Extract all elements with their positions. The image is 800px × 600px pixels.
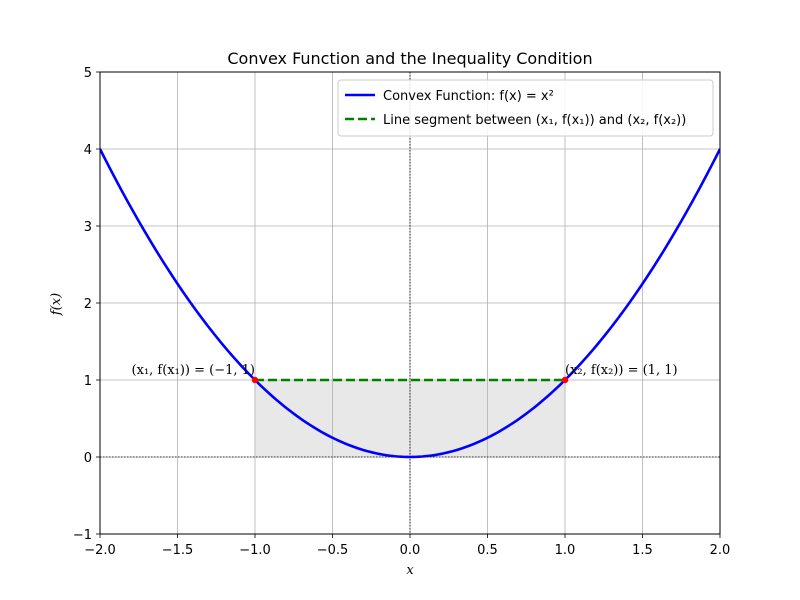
chart-title: Convex Function and the Inequality Condi… [227,49,592,68]
legend: Convex Function: f(x) = x² Line segment b… [337,79,714,137]
point-marker-2 [561,376,569,384]
x-tick-label: −1.0 [239,543,271,558]
y-tick-label: 0 [84,451,92,466]
point-label-2: (x₂, f(x₂)) = (1, 1) [565,363,678,378]
y-tick-label: 3 [84,220,92,235]
point-label-1: (x₁, f(x₁)) = (−1, 1) [132,363,255,378]
legend-box [337,79,714,137]
x-tick-label: 1.0 [555,543,576,558]
legend-label-2: Line segment between (x₁, f(x₁)) and (x₂… [383,113,686,128]
y-axis-label: f(x) [49,293,64,316]
y-tick-label: 2 [84,297,92,312]
x-tick-label: 1.5 [632,543,653,558]
series-convex-function [100,148,720,459]
x-axis-label: x [406,563,414,578]
point-marker-1 [251,376,259,384]
plot-area [100,72,720,534]
x-tick-label: 0.0 [400,543,421,558]
x-tick-label: −0.5 [317,543,349,558]
y-tick-label: −1 [73,528,92,543]
x-tick-label: −2.0 [84,543,116,558]
y-tick-label: 5 [84,66,92,81]
y-tick-label: 4 [84,143,92,158]
x-tick-label: 0.5 [477,543,498,558]
y-tick-label: 1 [84,374,92,389]
x-tick-label: −1.5 [162,543,194,558]
x-tick-label: 2.0 [710,543,731,558]
legend-label-1: Convex Function: f(x) = x² [383,89,554,104]
